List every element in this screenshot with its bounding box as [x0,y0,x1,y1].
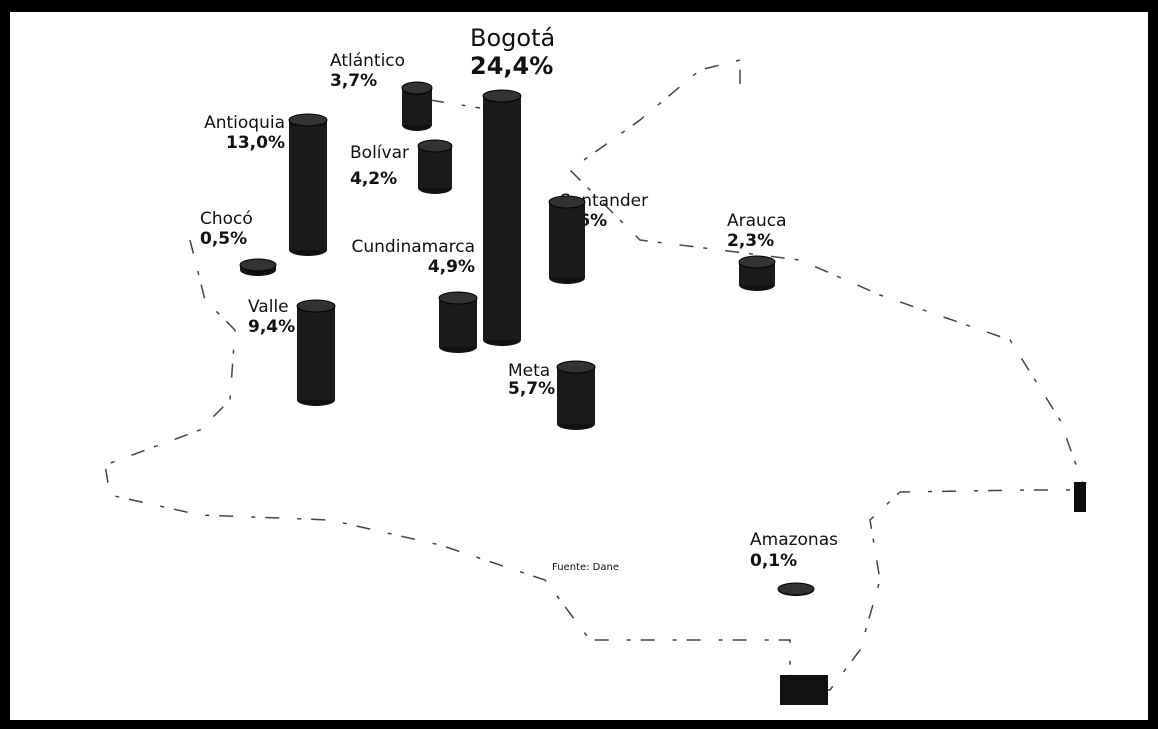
cylinder-top [482,89,522,103]
border-mark [780,675,828,705]
region-name: Chocó [200,209,253,229]
cylinder [548,195,586,284]
cylinder [239,258,277,276]
cylinder-top [296,299,336,313]
source: Fuente: Dane [552,562,619,573]
cylinder-body [739,262,775,285]
cylinder [738,255,776,291]
region-value: 9,4% [248,317,295,337]
cylinder-top [438,291,478,305]
cylinder [417,139,453,194]
cylinder [482,89,522,346]
cylinder-top [288,113,328,127]
cylinder-body [557,367,595,424]
region-value: 3,7% [330,71,377,91]
region-name: Atlántico [330,51,405,71]
region-value: 13,0% [226,133,285,153]
cylinder-body [297,306,335,400]
cylinder-body [439,298,477,347]
cylinder-top [738,255,776,269]
cylinder [401,81,433,131]
region-name: Bolívar [350,143,409,163]
region-name: Antioquia [204,113,285,133]
region-value: 4,2% [350,169,397,189]
region-value: 0,1% [750,551,797,571]
cylinder [777,582,815,596]
cylinder-body [418,146,452,188]
region-value: 2,3% [727,231,774,251]
cylinder [556,360,596,430]
region-name: Bogotá [470,24,555,52]
region-value: 5,7% [508,379,555,399]
cylinder-top [777,582,815,596]
region-value: 4,9% [428,257,475,277]
region-value: 0,5% [200,229,247,249]
cylinder [438,291,478,353]
region-name: Amazonas [750,530,838,550]
cylinder-top [417,139,453,153]
region-name: Meta [508,361,550,381]
region-name: Arauca [727,211,787,231]
border-mark [1074,482,1086,512]
region-value: 24,4% [470,52,553,80]
cylinder-top [239,258,277,272]
cylinder-body [483,96,521,340]
cylinder-body [289,120,327,250]
cylinder [296,299,336,406]
country-outline [104,59,1087,691]
cylinder-top [556,360,596,374]
cylinder [288,113,328,256]
region-name: Valle [248,297,289,317]
cylinder-body [549,202,585,278]
cylinder-top [401,81,433,95]
cylinder-top [548,195,586,209]
region-name: Cundinamarca [352,237,475,257]
